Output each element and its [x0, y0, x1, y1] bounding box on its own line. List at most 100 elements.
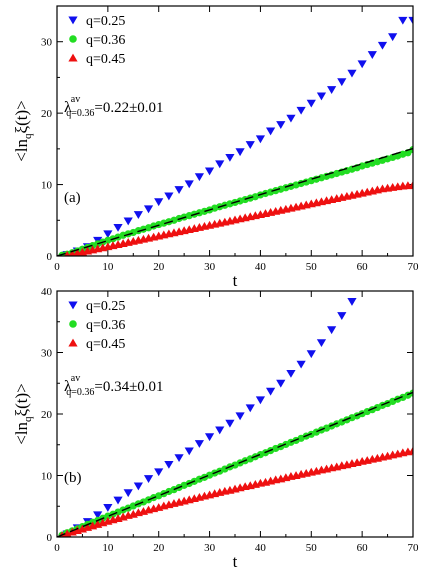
y-tick-label: 30	[41, 37, 53, 49]
x-tick-label: 60	[357, 542, 369, 554]
data-point	[408, 16, 413, 25]
data-point	[286, 114, 296, 123]
plot-frame	[56, 290, 414, 538]
x-tick-label: 0	[54, 261, 60, 273]
data-point	[296, 360, 306, 369]
data-point	[113, 223, 123, 232]
annotation-sup: av	[71, 373, 80, 384]
x-tick-label: 50	[306, 542, 318, 554]
annotation-sup: av	[71, 94, 80, 105]
fit-line	[57, 391, 413, 537]
data-point	[377, 41, 388, 50]
x-tick-label: 20	[153, 542, 165, 554]
panel-label: (a)	[64, 190, 81, 206]
x-tick-label: 50	[306, 261, 318, 273]
data-point	[225, 419, 235, 428]
data-point	[276, 121, 286, 129]
y-tick-label: 20	[41, 108, 53, 120]
data-point	[194, 173, 204, 182]
data-point	[64, 250, 71, 256]
data-point	[245, 141, 255, 149]
data-point	[266, 127, 276, 136]
lambda-annotation: λav q=0.36=0.22±0.01	[64, 94, 164, 119]
data-point	[337, 312, 347, 320]
legend-marker	[68, 338, 78, 347]
legend-label: q=0.25	[86, 14, 125, 29]
data-point	[123, 489, 133, 498]
data-point	[133, 211, 143, 219]
data-point	[276, 379, 286, 388]
x-tick-label: 0	[54, 542, 60, 554]
annotation-value: =0.34±0.01	[94, 379, 163, 395]
legend-marker	[69, 320, 77, 328]
data-point	[143, 205, 154, 214]
data-point	[347, 298, 357, 306]
y-tick-label: 0	[47, 251, 53, 263]
x-tick-label: 20	[153, 261, 165, 273]
data-point	[204, 167, 215, 176]
legend-marker	[69, 35, 77, 43]
legend-label: q=0.25	[86, 299, 125, 314]
data-point	[164, 192, 174, 201]
y-axis-label-part: q	[22, 133, 34, 139]
data-point	[306, 99, 316, 108]
data-point	[154, 198, 164, 207]
annotation-value: =0.22±0.01	[94, 100, 163, 116]
legend-marker	[68, 301, 78, 310]
data-point	[113, 496, 123, 505]
data-point	[225, 153, 235, 162]
data-point	[154, 468, 164, 477]
legend-label: q=0.36	[86, 318, 125, 333]
data-point	[123, 217, 133, 226]
legend-label: q=0.45	[86, 337, 125, 352]
y-axis-label-part: <ln	[12, 138, 31, 161]
data-point	[245, 404, 255, 413]
data-point	[255, 135, 266, 144]
series-q=0.25	[62, 298, 357, 537]
chart-panel: 0 10 20 30 40 50 60 700102030t<lnqξ(t)>q=0.25q=…	[12, 5, 419, 290]
data-point	[174, 454, 184, 463]
data-point	[215, 160, 225, 169]
data-point	[235, 412, 245, 421]
plot-frame	[56, 5, 414, 257]
data-point	[255, 396, 266, 405]
data-point	[286, 369, 296, 378]
data-point	[398, 16, 408, 25]
y-axis-label: <lnqξ(t)>	[12, 383, 34, 445]
data-point	[408, 446, 413, 455]
data-point	[174, 186, 184, 194]
plot-area	[57, 16, 413, 256]
y-axis-label-part: ξ(t)>	[12, 383, 31, 416]
y-axis-label-part: <ln	[12, 421, 31, 444]
data-point	[184, 447, 194, 456]
x-tick-label: 30	[204, 542, 216, 554]
legend-label: q=0.45	[86, 52, 125, 67]
chart-panel: 0 10 20 30 40 50 60 70 0 10 20 30 40 t <lnqξ(t)> q=0.25…	[12, 286, 419, 571]
series-q=0.45	[64, 180, 413, 256]
data-point	[388, 33, 398, 42]
x-tick-label: 10	[102, 261, 114, 273]
y-axis-label: <lnqξ(t)>	[12, 100, 34, 162]
y-tick-label: 40	[41, 286, 53, 298]
data-point	[204, 433, 215, 442]
legend-marker	[68, 53, 78, 62]
y-axis-label-part: q	[22, 416, 34, 422]
data-point	[296, 106, 306, 115]
y-tick-label: 30	[41, 348, 53, 360]
y-axis-label-part: ξ(t)>	[12, 100, 31, 133]
plot-area	[57, 298, 413, 537]
x-tick-label: 70	[408, 542, 420, 554]
data-point	[408, 180, 413, 189]
x-tick-label: 40	[255, 261, 267, 273]
y-tick-label: 0	[47, 532, 53, 544]
data-point	[184, 180, 194, 189]
x-tick-label: 60	[357, 261, 369, 273]
data-point	[306, 350, 316, 359]
x-tick-label: 40	[255, 542, 267, 554]
data-point	[316, 339, 327, 348]
data-point	[357, 60, 367, 69]
data-point	[327, 326, 337, 335]
data-point	[164, 460, 174, 469]
series-q=0.36	[58, 145, 413, 256]
